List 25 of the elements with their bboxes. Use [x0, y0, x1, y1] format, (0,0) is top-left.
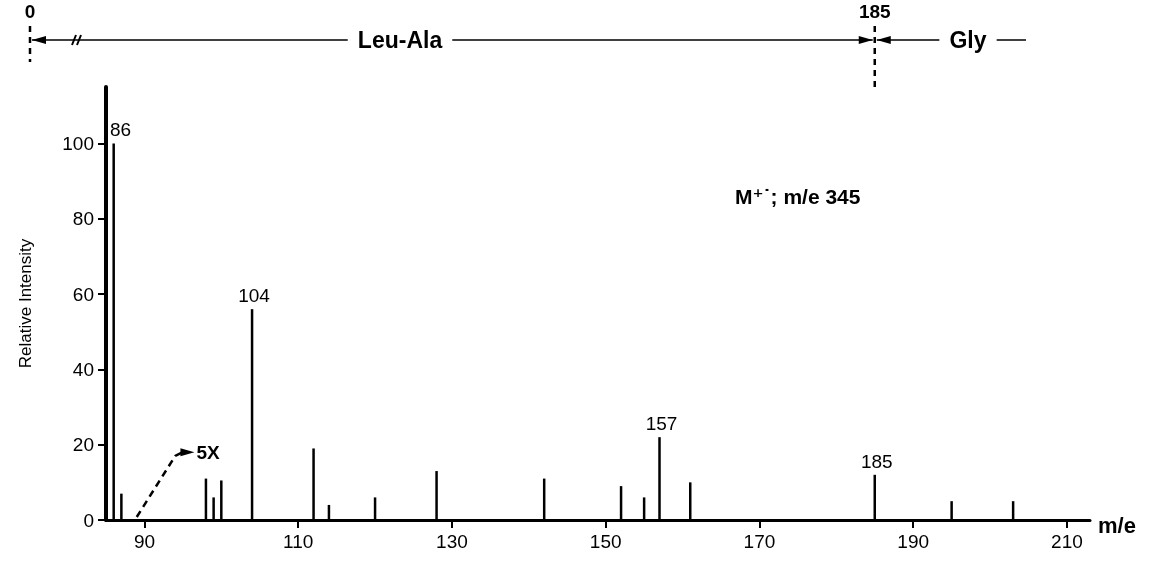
- y-tick-label: 40: [72, 358, 94, 380]
- y-axis-title: Relative Intensity: [16, 238, 35, 369]
- x-tick-label: 190: [897, 531, 930, 552]
- x-tick-label: 90: [133, 531, 156, 552]
- text: 0: [24, 1, 36, 22]
- y-tick-label: 0: [83, 509, 94, 531]
- x-axis-title: m/e: [1098, 512, 1136, 538]
- x-tick-label: 110: [283, 531, 314, 552]
- y-tick-label: 20: [72, 434, 94, 456]
- annotation: 86: [110, 119, 132, 141]
- text: Leu-Ala: [357, 27, 443, 53]
- x-tick-label: 150: [589, 531, 622, 552]
- y-tick-label: 100: [62, 132, 94, 154]
- annotation: 157: [645, 413, 678, 435]
- annotation: 5X: [196, 442, 220, 464]
- annotation: 185: [860, 450, 893, 472]
- text: Gly: [949, 27, 987, 53]
- text: 185: [858, 1, 892, 22]
- x-tick-label: 210: [1051, 531, 1083, 552]
- y-tick-label: 60: [72, 283, 94, 305]
- y-tick-label: 80: [72, 208, 94, 230]
- annotation: 104: [238, 285, 271, 307]
- x-tick-label: 170: [743, 531, 776, 552]
- annotation: M⁺˙; m/e 345: [735, 185, 861, 208]
- x-tick-label: 130: [436, 531, 468, 552]
